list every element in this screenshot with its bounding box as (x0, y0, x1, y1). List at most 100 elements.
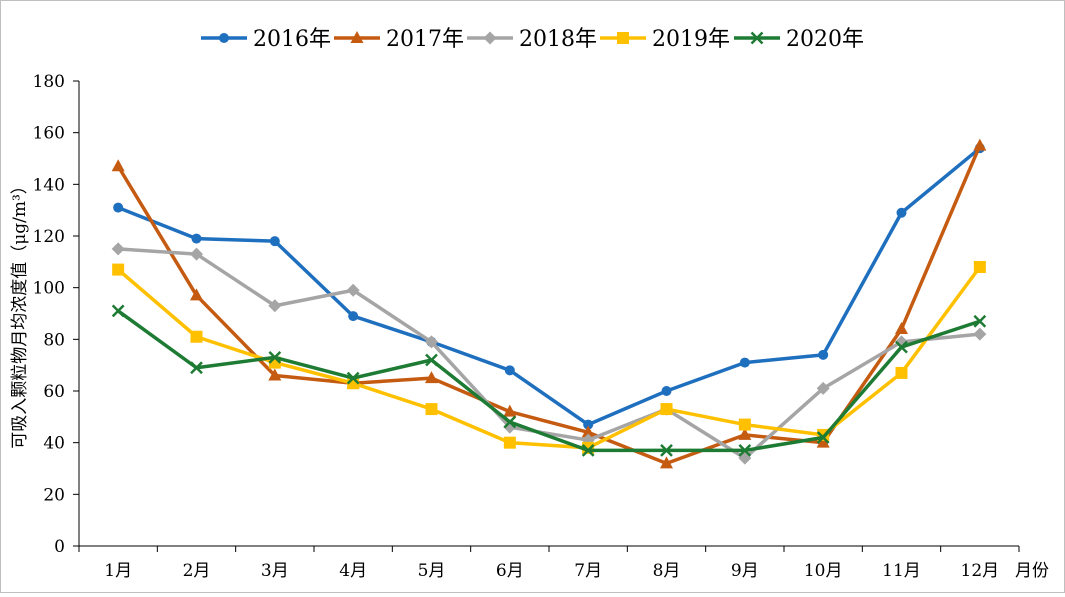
legend: 2016年 2017年 2018年 2019年 2020年 (201, 27, 864, 52)
data-point (816, 435, 830, 448)
data-point (896, 207, 907, 218)
series-2019年 (112, 261, 986, 454)
legend-item: 2016年 (201, 27, 331, 52)
data-point (739, 357, 750, 368)
series-2020年 (111, 304, 987, 457)
y-tick-label: 120 (33, 227, 65, 247)
legend-item: 2018年 (467, 27, 597, 52)
data-point (111, 242, 125, 256)
data-point (895, 322, 908, 334)
data-point (268, 299, 282, 313)
data-point (738, 418, 751, 431)
data-point (818, 349, 829, 360)
data-point (973, 138, 987, 151)
data-point (191, 233, 202, 244)
data-point (503, 404, 517, 417)
data-point (660, 444, 673, 457)
legend-label: 2016年 (253, 27, 331, 52)
legend-item: 2019年 (600, 27, 730, 52)
y-tick-label: 100 (33, 279, 65, 299)
data-point (660, 403, 673, 416)
series-line (117, 146, 981, 427)
x-tick-label: 1月 (104, 561, 132, 581)
data-point (425, 335, 438, 349)
data-point (973, 327, 987, 341)
data-point (190, 330, 203, 343)
series-line (118, 247, 981, 460)
data-point (895, 340, 908, 354)
data-point (112, 263, 125, 276)
y-tick-label: 80 (43, 330, 65, 350)
data-point (346, 371, 360, 385)
legend-item: 2020年 (734, 27, 864, 52)
data-point (973, 261, 986, 273)
x-tick-label: 7月 (574, 561, 602, 581)
data-point (661, 386, 672, 396)
legend-label: 2018年 (519, 27, 597, 52)
axes (78, 81, 1019, 547)
data-point (190, 361, 203, 375)
y-tick-label: 160 (33, 124, 65, 144)
x-axis-title: 月份 (1015, 561, 1049, 581)
y-tick-label: 20 (43, 485, 65, 505)
x-tick-label: 6月 (496, 561, 524, 581)
y-tick-label: 140 (33, 175, 65, 195)
data-point (348, 311, 359, 322)
y-tick-label: 60 (43, 382, 65, 402)
legend-label: 2020年 (786, 27, 864, 52)
data-point (895, 366, 908, 379)
x-tick-label: 4月 (339, 561, 367, 581)
legend-swatch-marker (350, 31, 364, 43)
data-point (425, 353, 438, 367)
data-point (111, 304, 125, 318)
series-2017年 (111, 138, 987, 469)
data-point (738, 427, 752, 440)
x-tick-label: 11月 (882, 561, 921, 581)
legend-label: 2019年 (652, 27, 730, 52)
data-point (816, 381, 830, 395)
legend-item: 2017年 (334, 27, 464, 52)
data-point (268, 368, 282, 381)
data-point (738, 444, 752, 457)
x-tick-label: 10月 (804, 561, 843, 581)
data-point (583, 419, 594, 430)
data-point (816, 431, 830, 444)
x-tick-label: 5月 (418, 561, 446, 581)
data-point (111, 159, 125, 172)
legend-swatch-marker (750, 31, 764, 45)
data-point (660, 456, 673, 469)
data-point (269, 236, 280, 247)
y-tick-label: 180 (33, 72, 65, 92)
data-point (425, 403, 438, 416)
y-axis-title: 可吸入颗粒物月均浓度值（μg/m³） (10, 177, 30, 449)
y-tick-label: 40 (43, 434, 65, 454)
y-ticks: 0 20 40 60 80 100 120 140 160 180 (33, 72, 79, 557)
data-point (268, 351, 282, 364)
legend-swatch-marker (219, 33, 229, 43)
data-point (973, 314, 987, 328)
series-layer (111, 138, 987, 469)
y-tick-label: 0 (54, 537, 65, 557)
x-tick-label: 9月 (731, 561, 759, 581)
x-ticks: 1月 2月 3月 4月 5月 6月 7月 8月 9月 10月 11月 12月 (78, 546, 1020, 581)
data-point (113, 202, 124, 213)
data-point (190, 247, 203, 261)
legend-label: 2017年 (386, 27, 464, 52)
data-point (346, 283, 360, 297)
x-tick-label: 2月 (183, 561, 211, 581)
data-point (504, 365, 515, 376)
legend-swatch-marker (483, 31, 497, 45)
data-point (503, 436, 516, 449)
data-point (581, 444, 595, 457)
legend-swatch-marker (617, 32, 629, 44)
x-tick-label: 8月 (653, 561, 681, 581)
data-point (503, 415, 517, 429)
data-point (581, 425, 595, 438)
x-tick-label: 12月 (961, 561, 1000, 581)
data-point (425, 371, 438, 384)
data-point (190, 288, 203, 301)
series-line (117, 309, 981, 453)
x-tick-label: 3月 (261, 561, 289, 581)
